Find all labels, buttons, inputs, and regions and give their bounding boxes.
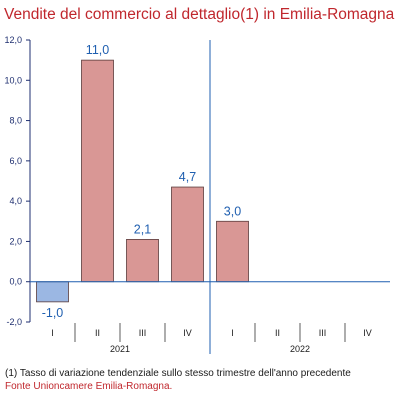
y-tick-label: 2,0 [9,236,22,246]
y-tick-label: 4,0 [9,196,22,206]
bar [216,220,249,283]
y-tick-label: 10,0 [4,75,22,85]
y-tick-label: 0,0 [9,277,22,287]
x-tick-label: I [51,328,54,338]
bar [81,59,114,283]
x-tick-label: I [231,328,234,338]
data-label: -1,0 [42,306,64,320]
chart-source: Fonte Unioncamere Emilia-Romagna. [5,381,173,392]
x-tick-label: II [95,328,100,338]
y-tick-label: 6,0 [9,156,22,166]
x-tick-label: IV [183,328,192,338]
data-label: 11,0 [86,43,109,57]
x-tick-label: III [319,328,327,338]
data-label: 4,7 [179,170,196,184]
bar [36,281,69,303]
bar [126,239,159,283]
y-tick-label: 12,0 [4,35,22,45]
y-tick-label: -2,0 [6,317,22,327]
year-label: 2021 [110,344,130,354]
x-tick-label: III [139,328,147,338]
bar [171,186,204,283]
year-label: 2022 [290,344,310,354]
chart-title: Vendite del commercio al dettaglio(1) in… [4,6,395,23]
x-tick-label: IV [363,328,372,338]
x-tick-label: II [275,328,280,338]
chart-footnote: (1) Tasso di variazione tendenziale sull… [5,368,351,379]
data-label: 2,1 [134,222,151,236]
data-label: 3,0 [224,204,241,218]
y-tick-label: 8,0 [9,116,22,126]
